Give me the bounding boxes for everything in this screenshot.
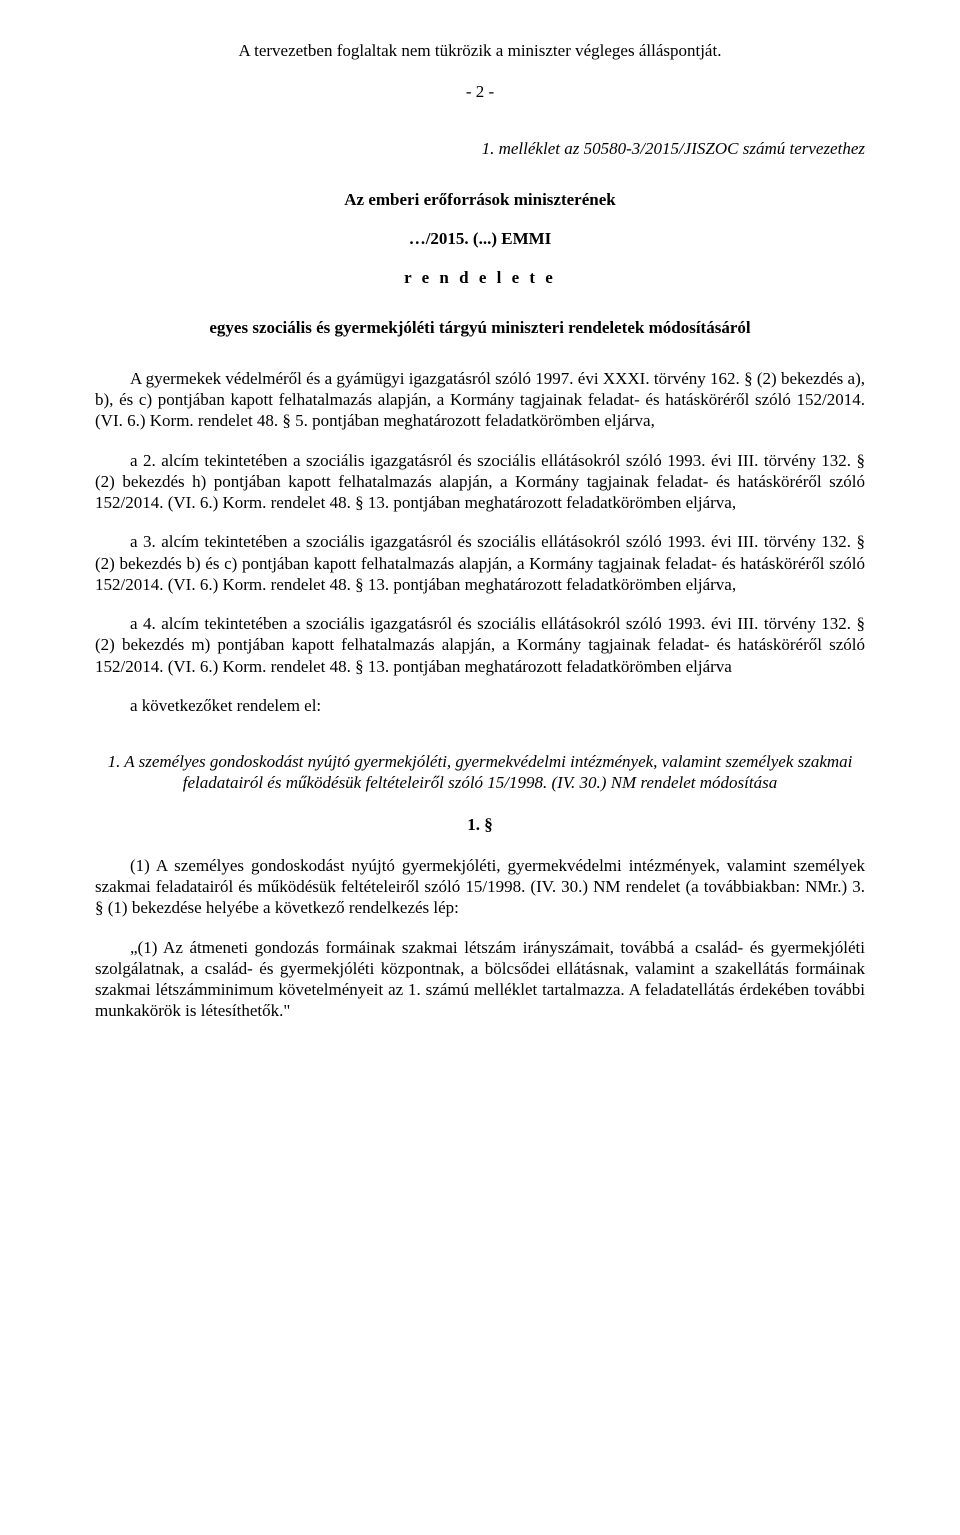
paragraph-2: a 2. alcím tekintetében a szociális igaz… [95,450,865,514]
section-1-number: 1. § [95,814,865,835]
paragraph-5: a következőket rendelem el: [95,695,865,716]
section-1-title: 1. A személyes gondoskodást nyújtó gyerm… [95,751,865,794]
paragraph-7: „(1) Az átmeneti gondozás formáinak szak… [95,937,865,1022]
title-line-1: Az emberi erőforrások miniszterének [95,189,865,210]
document-page: A tervezetben foglaltak nem tükrözik a m… [0,0,960,1535]
page-number: - 2 - [95,81,865,102]
header-note: A tervezetben foglaltak nem tükrözik a m… [95,40,865,61]
decree-title-block: Az emberi erőforrások miniszterének …/20… [95,189,865,289]
attachment-reference: 1. melléklet az 50580-3/2015/JISZOC szám… [95,138,865,159]
document-subtitle: egyes szociális és gyermekjóléti tárgyú … [95,317,865,338]
paragraph-1: A gyermekek védelméről és a gyámügyi iga… [95,368,865,432]
title-line-3: r e n d e l e t e [95,267,865,288]
paragraph-6: (1) A személyes gondoskodást nyújtó gyer… [95,855,865,919]
title-line-2: …/2015. (...) EMMI [95,228,865,249]
paragraph-4: a 4. alcím tekintetében a szociális igaz… [95,613,865,677]
paragraph-3: a 3. alcím tekintetében a szociális igaz… [95,531,865,595]
